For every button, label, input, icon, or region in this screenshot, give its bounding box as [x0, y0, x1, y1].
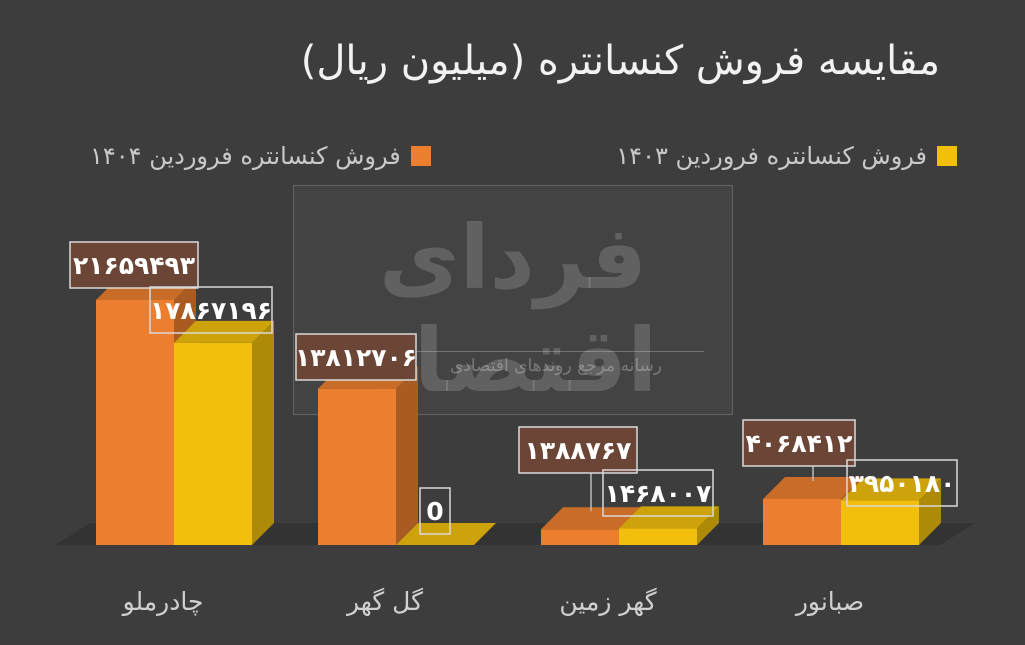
data-label-box: [602, 469, 714, 517]
bar-1403-0-front: [174, 342, 252, 545]
legend-swatch-gold: [937, 146, 957, 166]
data-label: ۲۱۶۵۹۴۹۳: [73, 251, 195, 280]
legend-item-1403: فروش کنسانتره فروردین ۱۴۰۳: [616, 142, 957, 170]
legend-label-1404: فروش کنسانتره فروردین ۱۴۰۴: [90, 142, 401, 170]
data-label: ۱۳۸۱۲۷۰۶: [295, 343, 417, 372]
category-label: گهر زمین: [559, 587, 656, 617]
bar-1403-3-front: [841, 500, 919, 545]
bar-1403-3-side: [919, 478, 941, 545]
bar-1404-2-top: [541, 507, 641, 530]
bar-1404-1-front: [318, 388, 396, 545]
chart-floor: [55, 523, 975, 545]
bar-1403-0-side: [252, 320, 274, 545]
data-label-box: [419, 487, 451, 535]
data-label-box: [149, 286, 273, 334]
bar-1404-3-front: [763, 498, 841, 545]
data-label: 0: [426, 497, 443, 526]
chart-title: مقایسه فروش کنسانتره (میلیون ریال): [300, 38, 940, 84]
legend: فروش کنسانتره فروردین ۱۴۰۳ فروش کنسانتره…: [90, 142, 957, 170]
bar-1403-3-top: [841, 478, 941, 501]
bar-1404-2-front: [541, 529, 619, 545]
legend-item-1404: فروش کنسانتره فروردین ۱۴۰۴: [90, 142, 431, 170]
bar-1404-1-side: [396, 366, 418, 545]
legend-label-1403: فروش کنسانتره فروردین ۱۴۰۳: [616, 142, 927, 170]
data-label: ۳۹۵۰۱۸۰: [849, 469, 956, 498]
data-label-box: [295, 333, 417, 381]
data-label-box: [846, 459, 958, 507]
category-label: صبانور: [794, 587, 864, 616]
bar-1403-0-top: [174, 320, 274, 343]
category-label: گل گهر: [345, 587, 423, 617]
data-label-box: [518, 426, 638, 474]
category-label: چادرملو: [121, 587, 204, 616]
bar-1404-0-front: [96, 300, 174, 545]
data-label: ۱۷۸۶۷۱۹۶: [150, 296, 272, 325]
data-label: ۱۳۸۸۷۶۷: [525, 436, 632, 465]
bar-1403-2-front: [619, 528, 697, 545]
bar-1403-2-top: [619, 506, 719, 529]
legend-swatch-orange: [410, 146, 431, 166]
bar-1404-3-top: [763, 476, 863, 499]
data-label: ۴۰۶۸۴۱۲: [746, 429, 853, 458]
data-label: ۱۴۶۸۰۰۷: [605, 479, 712, 508]
data-label-box: [742, 419, 856, 467]
data-label-box: [69, 241, 199, 289]
